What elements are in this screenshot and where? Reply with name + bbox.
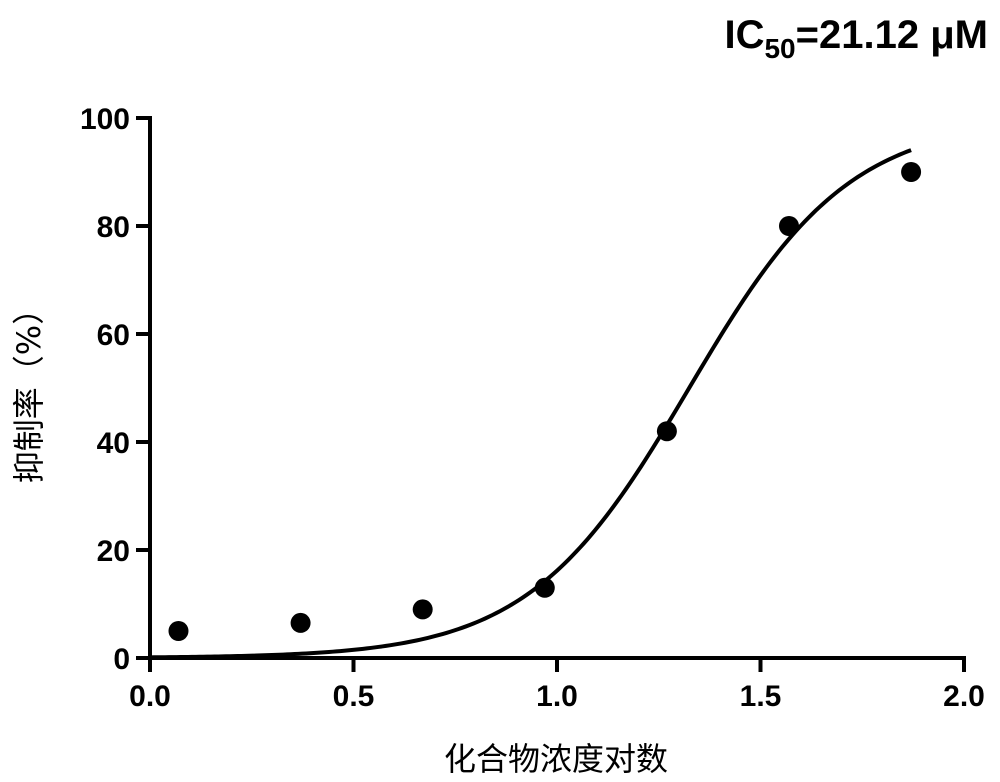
title-suffix: =21.12 μM <box>796 13 988 57</box>
fit-curve <box>149 148 912 660</box>
data-point <box>412 599 433 620</box>
y-tick-label: 100 <box>80 103 130 136</box>
x-tick-label: 0.5 <box>333 680 375 713</box>
x-tick-label: 2.0 <box>943 680 985 713</box>
data-point <box>901 162 922 182</box>
axes <box>148 116 966 660</box>
y-axis-label: 抑制率（%） <box>10 293 48 483</box>
title-prefix: IC <box>724 13 764 57</box>
x-axis-ticks: 0.0 0.5 1.0 1.5 2.0 <box>129 658 985 713</box>
title-subscript: 50 <box>764 33 795 64</box>
y-axis-ticks: 0 20 40 60 80 100 <box>80 103 150 676</box>
y-tick-label: 0 <box>113 643 130 676</box>
y-tick-label: 20 <box>97 535 130 568</box>
data-point <box>534 577 555 598</box>
chart-title: IC50=21.12 μM <box>724 13 988 64</box>
y-tick-label: 40 <box>97 427 130 460</box>
x-axis-label: 化合物浓度对数 <box>444 740 668 778</box>
y-tick-label: 80 <box>97 211 130 244</box>
data-point <box>290 612 311 633</box>
fit-curve-group <box>149 148 912 660</box>
x-tick-label: 0.0 <box>129 680 171 713</box>
data-point <box>168 621 189 641</box>
x-tick-label: 1.5 <box>740 680 782 713</box>
data-point <box>656 421 677 442</box>
x-tick-label: 1.0 <box>536 680 578 713</box>
svg-text:IC50=21.12 μM: IC50=21.12 μM <box>724 13 988 64</box>
y-tick-label: 60 <box>97 319 130 352</box>
data-points <box>168 162 922 641</box>
data-point <box>778 216 799 236</box>
